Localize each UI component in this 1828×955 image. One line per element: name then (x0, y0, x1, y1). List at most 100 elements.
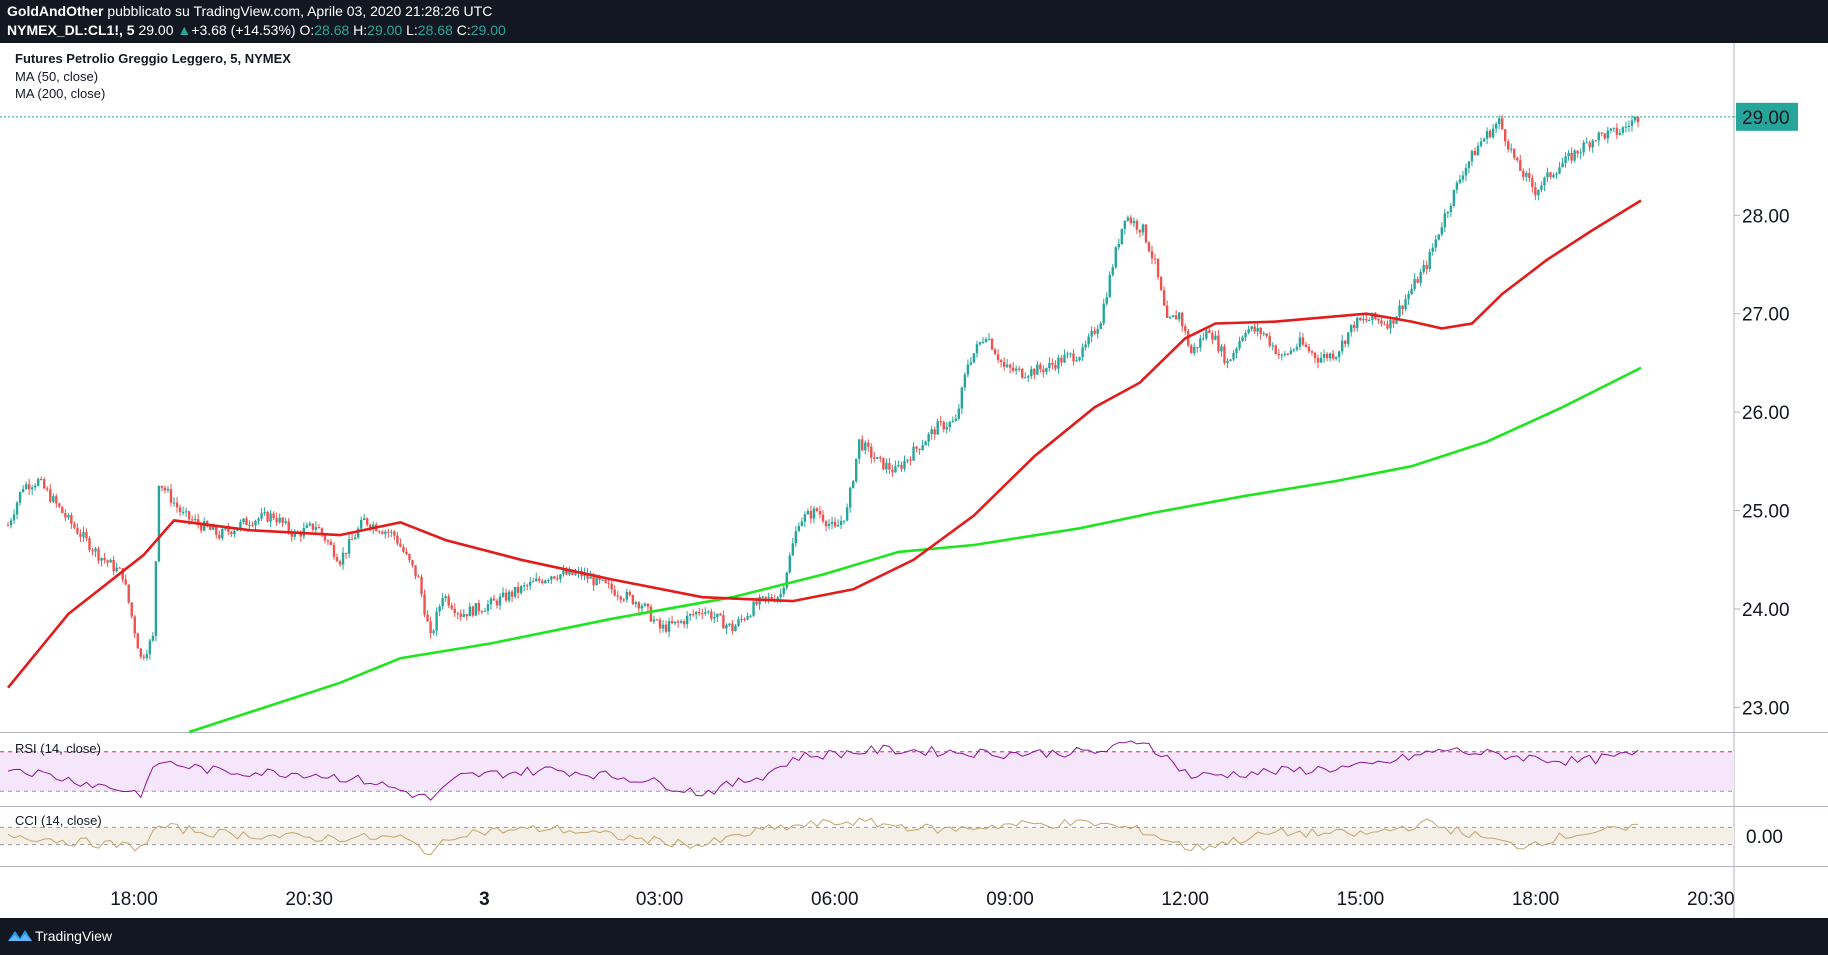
candle-body (613, 589, 616, 596)
candle-body (652, 619, 656, 622)
chart-title: Futures Petrolio Greggio Leggero, 5, NYM… (15, 51, 291, 66)
candle-body (704, 612, 707, 614)
candle-body (525, 585, 529, 587)
candle-body (233, 530, 236, 535)
candle-body (1301, 337, 1305, 345)
candle-body (1482, 138, 1486, 142)
candle-body (356, 528, 360, 538)
candle-body (719, 613, 722, 616)
open-value: 28.68 (314, 22, 350, 38)
candle-body (1223, 346, 1226, 364)
candle-body (49, 489, 52, 502)
candle-body (1455, 182, 1459, 190)
chart-area[interactable]: Futures Petrolio Greggio Leggero, 5, NYM… (0, 43, 1828, 918)
candle-body (870, 446, 873, 458)
time-axis[interactable]: 18:00 20:30 3 03:00 06:00 09:00 12:00 15:00 18:0… (110, 889, 1734, 910)
ma50-line (6, 199, 1642, 689)
candle-body (106, 560, 109, 563)
candle-body (1102, 303, 1105, 324)
candle-body (1600, 132, 1603, 134)
candle-body (199, 524, 203, 531)
candle-body (1054, 364, 1057, 369)
candle-body (1295, 346, 1299, 350)
candle-body (836, 525, 840, 527)
candle-body (459, 613, 462, 617)
candle-body (1316, 358, 1320, 363)
ma200-legend[interactable]: MA (200, close) (15, 86, 105, 101)
candle-body (794, 531, 798, 544)
candle-body (670, 621, 674, 624)
candle-body (1386, 324, 1389, 329)
candle-body (420, 576, 423, 595)
candle-body (532, 581, 535, 583)
candle-body (1558, 167, 1561, 174)
price-tick-label: 24.00 (1742, 600, 1790, 621)
candle-body (1193, 346, 1196, 354)
candle-body (812, 508, 816, 519)
candle-body (1087, 336, 1090, 345)
candle-body (1099, 323, 1102, 329)
candle-body (791, 543, 795, 556)
candle-body (749, 615, 752, 617)
candle-body (1516, 157, 1519, 161)
candle-body (193, 519, 197, 521)
candle-body (1567, 152, 1570, 157)
candle-body (1603, 133, 1606, 139)
candle-body (800, 521, 804, 526)
candle-body (966, 364, 970, 375)
author-name[interactable]: GoldAndOther (7, 3, 104, 19)
rsi-legend[interactable]: RSI (14, close) (15, 741, 101, 756)
low-value: 28.68 (417, 22, 453, 38)
candle-body (619, 596, 622, 600)
candle-body (516, 586, 520, 593)
candle-body (1283, 353, 1287, 355)
candle-body (1404, 299, 1407, 310)
tradingview-logo-icon[interactable] (7, 926, 33, 946)
candle-body (553, 576, 556, 579)
candle-body (323, 534, 327, 541)
candle-body (1467, 161, 1471, 168)
candle-body (438, 606, 441, 612)
price-axis[interactable]: 23.00 24.00 25.00 26.00 27.00 28.00 29.00 (1734, 108, 1790, 720)
candle-body (1090, 330, 1093, 337)
candle-body (1440, 227, 1443, 235)
candle-body (861, 439, 864, 451)
candle-body (728, 623, 731, 626)
candle-body (1322, 354, 1326, 358)
cci-legend[interactable]: CCI (14, close) (15, 813, 102, 828)
candle-body (1253, 326, 1256, 332)
candle-body (981, 342, 985, 344)
footer-brand[interactable]: TradingView (35, 928, 113, 944)
candle-body (876, 457, 879, 459)
candle-body (1217, 335, 1220, 352)
candle-body (1618, 132, 1622, 135)
candle-body (658, 619, 662, 629)
candle-body (1241, 337, 1244, 341)
candle-body (6, 525, 10, 527)
candle-body (1564, 156, 1567, 164)
candle-body (622, 599, 625, 601)
candle-body (752, 601, 755, 616)
candle-body (1534, 187, 1537, 196)
candle-body (1334, 357, 1338, 359)
candle-body (94, 548, 97, 552)
candle-body (483, 610, 487, 612)
close-label: C: (456, 22, 471, 38)
candle-body (1057, 357, 1060, 369)
candle-body (196, 519, 200, 525)
candle-body (731, 623, 734, 632)
candle-body (1138, 229, 1142, 233)
candle-body (1008, 364, 1012, 368)
candle-body (996, 354, 1000, 361)
candle-body (770, 596, 773, 600)
candle-body (1063, 354, 1066, 363)
candle-body (1461, 175, 1465, 180)
candle-body (957, 408, 961, 419)
candle-body (1165, 305, 1169, 318)
chart-canvas[interactable]: Futures Petrolio Greggio Leggero, 5, NYM… (0, 43, 1828, 918)
candle-body (1609, 128, 1613, 131)
candle-body (212, 526, 215, 530)
candle-body (21, 489, 25, 492)
ma50-legend[interactable]: MA (50, close) (15, 69, 98, 84)
candle-body (242, 518, 245, 522)
